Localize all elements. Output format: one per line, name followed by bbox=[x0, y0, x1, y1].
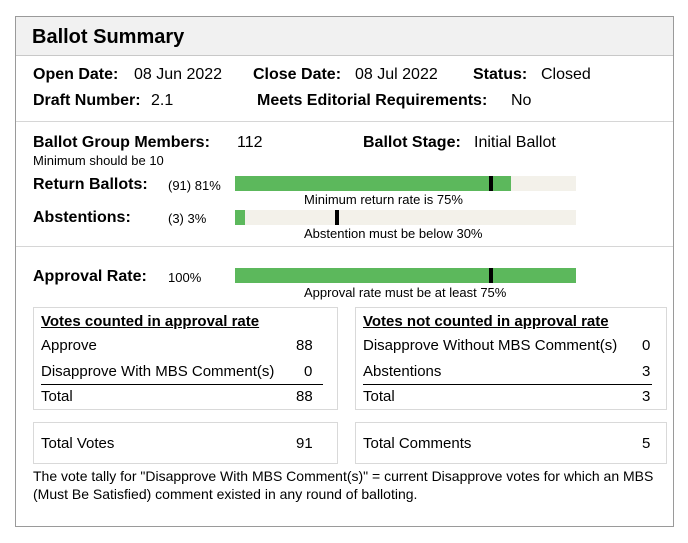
section-divider bbox=[16, 121, 673, 122]
return-ballots-label: Return Ballots: bbox=[33, 176, 148, 193]
abstentions-value: (3) 3% bbox=[168, 211, 207, 226]
total-votes-box: Total Votes 91 bbox=[33, 422, 338, 464]
close-date-label: Close Date: bbox=[253, 66, 342, 83]
return-ballots-threshold-marker bbox=[489, 176, 493, 191]
return-ballots-value: (91) 81% bbox=[168, 178, 221, 193]
total-comments-value: 5 bbox=[642, 435, 651, 452]
group-members-note: Minimum should be 10 bbox=[33, 153, 164, 168]
counted-votes-table: Votes counted in approval rate Approve 8… bbox=[33, 307, 338, 410]
group-members-label: Ballot Group Members: bbox=[33, 134, 210, 151]
counted-total-label: Total bbox=[41, 388, 73, 405]
total-votes-label: Total Votes bbox=[41, 435, 115, 452]
abstentions-note: Abstention must be below 30% bbox=[304, 226, 483, 241]
counted-total-value: 88 bbox=[296, 388, 313, 405]
close-date-value: 08 Jul 2022 bbox=[355, 66, 438, 83]
return-ballots-note: Minimum return rate is 75% bbox=[304, 192, 463, 207]
section-divider bbox=[16, 246, 673, 247]
approval-rate-value: 100% bbox=[168, 270, 202, 285]
abstentions-threshold-marker bbox=[335, 210, 339, 225]
return-ballots-bar bbox=[235, 176, 576, 191]
draft-number-label: Draft Number: bbox=[33, 92, 141, 109]
not-counted-row-value: 3 bbox=[642, 363, 651, 380]
total-rule bbox=[41, 384, 323, 385]
total-rule bbox=[363, 384, 652, 385]
open-date-value: 08 Jun 2022 bbox=[134, 66, 223, 83]
approval-rate-note: Approval rate must be at least 75% bbox=[304, 285, 507, 300]
panel-header: Ballot Summary bbox=[16, 17, 673, 56]
panel-title: Ballot Summary bbox=[32, 26, 185, 48]
not-counted-row-label: Disapprove Without MBS Comment(s) bbox=[363, 337, 618, 354]
total-votes-value: 91 bbox=[296, 435, 313, 452]
return-ballots-fill bbox=[235, 176, 511, 191]
not-counted-votes-table: Votes not counted in approval rate Disap… bbox=[355, 307, 667, 410]
footnote: The vote tally for "Disapprove With MBS … bbox=[33, 468, 654, 502]
counted-row-value: 0 bbox=[304, 363, 313, 380]
abstentions-bar bbox=[235, 210, 576, 225]
open-date-label: Open Date: bbox=[33, 66, 119, 83]
approval-rate-bar bbox=[235, 268, 576, 283]
editorial-label: Meets Editorial Requirements: bbox=[257, 92, 488, 109]
not-counted-total-value: 3 bbox=[642, 388, 651, 405]
status-value: Closed bbox=[541, 66, 591, 83]
approval-rate-fill bbox=[235, 268, 576, 283]
status-label: Status: bbox=[473, 66, 528, 83]
counted-row-value: 88 bbox=[296, 337, 313, 354]
total-comments-box: Total Comments 5 bbox=[355, 422, 667, 464]
ballot-stage-value: Initial Ballot bbox=[474, 134, 556, 151]
counted-row-label: Approve bbox=[41, 337, 97, 354]
counted-row-label: Disapprove With MBS Comment(s) bbox=[41, 363, 275, 380]
abstentions-label: Abstentions: bbox=[33, 209, 131, 226]
approval-rate-label: Approval Rate: bbox=[33, 268, 147, 285]
draft-number-value: 2.1 bbox=[151, 92, 174, 109]
not-counted-row-value: 0 bbox=[642, 337, 651, 354]
ballot-stage-label: Ballot Stage: bbox=[363, 134, 461, 151]
editorial-value: No bbox=[511, 92, 532, 109]
ballot-summary-panel: Ballot Summary Open Date: 08 Jun 2022 Cl… bbox=[15, 16, 674, 527]
not-counted-votes-heading: Votes not counted in approval rate bbox=[363, 313, 609, 330]
approval-rate-threshold-marker bbox=[489, 268, 493, 283]
not-counted-row-label: Abstentions bbox=[363, 363, 442, 380]
counted-votes-heading: Votes counted in approval rate bbox=[41, 313, 260, 330]
abstentions-fill bbox=[235, 210, 245, 225]
not-counted-total-label: Total bbox=[363, 388, 395, 405]
total-comments-label: Total Comments bbox=[363, 435, 472, 452]
group-members-value: 112 bbox=[237, 134, 263, 151]
